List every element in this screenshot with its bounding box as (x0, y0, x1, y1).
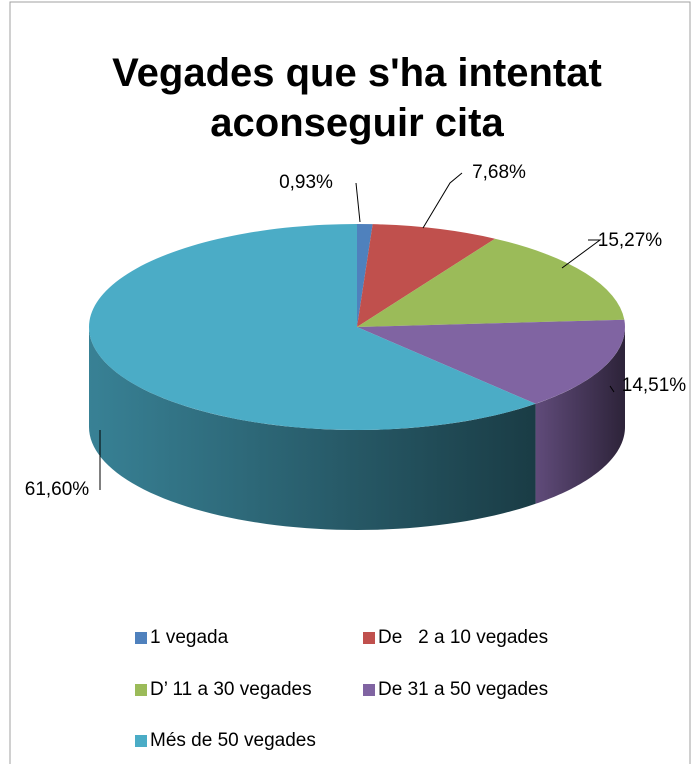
legend-swatch (135, 632, 147, 644)
legend-label: 1 vegada (150, 627, 229, 648)
pie-slice (357, 224, 496, 327)
pie-slice (357, 224, 373, 327)
leader-line (422, 172, 463, 229)
chart-title: Vegades que s'ha intentat aconseguir cita (112, 51, 602, 145)
pie-slice (357, 238, 625, 327)
slice-side (535, 327, 625, 504)
legend-swatch (363, 632, 375, 644)
data-label: 61,60% (25, 479, 90, 500)
data-label: 7,68% (472, 162, 526, 183)
leader-line (609, 385, 615, 393)
legend-label: D’ 11 a 30 vegades (150, 679, 312, 700)
pie-slice (89, 224, 536, 430)
data-label: 15,27% (598, 230, 663, 251)
legend-swatch (135, 684, 147, 696)
legend-swatch (363, 684, 375, 696)
data-label: 0,93% (279, 172, 333, 193)
data-label: 14,51% (622, 375, 687, 396)
legend-label: De 31 a 50 vegades (378, 679, 548, 700)
leader-line (561, 239, 602, 269)
slice-side (89, 327, 536, 530)
legend-swatch (135, 735, 147, 747)
pie-slice (357, 319, 625, 404)
legend-label: Més de 50 vegades (150, 730, 316, 751)
leader-line (355, 182, 361, 223)
legend-label: De 2 a 10 vegades (378, 627, 548, 648)
